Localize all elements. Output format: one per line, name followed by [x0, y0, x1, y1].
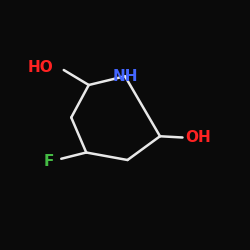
Text: NH: NH: [112, 69, 138, 84]
Text: HO: HO: [28, 60, 54, 76]
Text: F: F: [44, 154, 54, 169]
Text: OH: OH: [185, 130, 211, 145]
